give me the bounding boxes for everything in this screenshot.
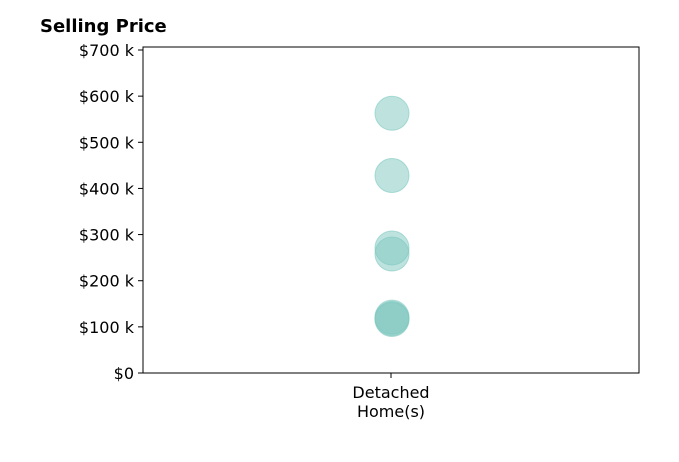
y-tick-label: $200 k	[79, 272, 135, 291]
y-tick-label: $700 k	[79, 41, 135, 60]
y-tick-label: $100 k	[79, 318, 135, 337]
data-point	[374, 95, 410, 131]
y-tick-label: $600 k	[79, 87, 135, 106]
data-point	[374, 301, 410, 337]
y-axis: $0 $100 k $200 k $300 k $400 k $500 k $600 k $7…	[79, 41, 143, 383]
x-tick-label: Home(s)	[357, 402, 425, 421]
points-layer	[374, 95, 410, 337]
y-tick-label: $0	[114, 364, 134, 383]
y-tick-label: $400 k	[79, 179, 135, 198]
y-tick-label: $300 k	[79, 226, 135, 245]
data-point	[374, 236, 410, 272]
x-tick-label: Detached	[352, 383, 429, 402]
data-point	[374, 158, 410, 194]
y-tick-label: $500 k	[79, 133, 135, 152]
chart-title: Selling Price	[40, 16, 167, 37]
